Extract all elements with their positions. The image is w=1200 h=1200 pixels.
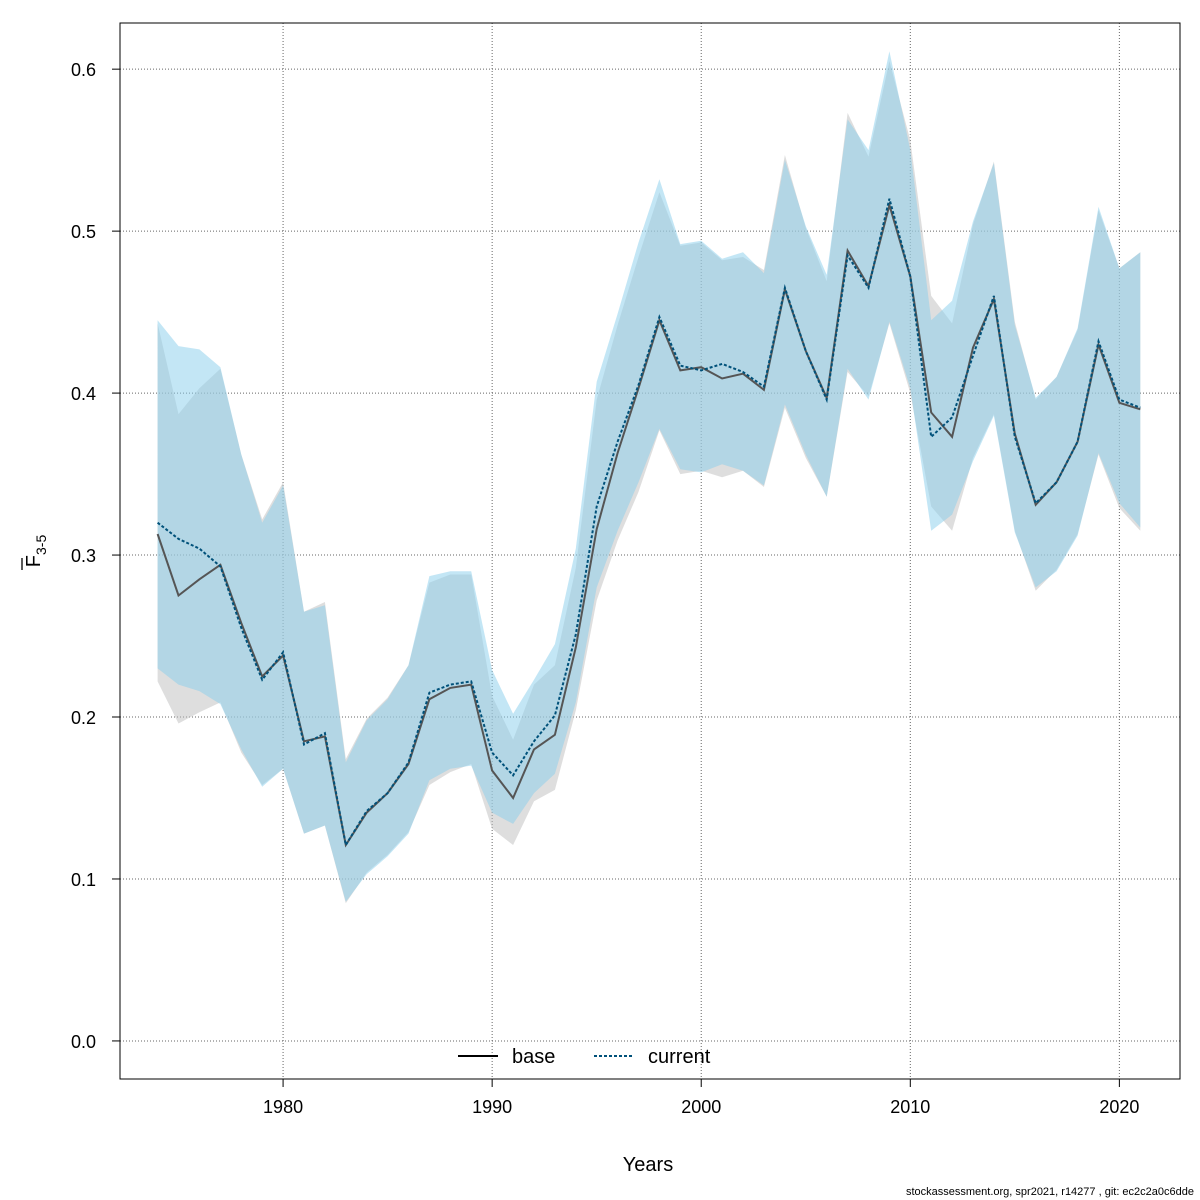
series-line-base bbox=[156, 201, 1141, 848]
confidence-band-current bbox=[157, 51, 1141, 902]
series-lines bbox=[156, 198, 1141, 848]
x-tick-label: 1980 bbox=[263, 1097, 303, 1117]
x-axis-label: Years bbox=[623, 1154, 673, 1176]
y-axis-label-subscript: 3-5 bbox=[33, 535, 49, 555]
x-tick-label: 2020 bbox=[1099, 1097, 1139, 1117]
y-tick-label: 0.1 bbox=[71, 870, 96, 890]
y-tick-label: 0.2 bbox=[71, 708, 96, 728]
x-axis: 1980 1990 2000 2010 2020 bbox=[263, 1079, 1139, 1117]
legend-label-current: current bbox=[648, 1046, 711, 1068]
y-tick-label: 0.6 bbox=[71, 60, 96, 80]
y-tick-label: 0.5 bbox=[71, 222, 96, 242]
y-tick-label: 0.3 bbox=[71, 546, 96, 566]
x-tick-label: 1990 bbox=[472, 1097, 512, 1117]
legend-label-base: base bbox=[512, 1046, 555, 1068]
confidence-bands bbox=[157, 51, 1141, 904]
y-tick-label: 0.0 bbox=[71, 1032, 96, 1052]
plot-frame bbox=[119, 22, 1181, 1080]
y-tick-label: 0.4 bbox=[71, 384, 96, 404]
footer-text: stockassessment.org, spr2021, r14277 , g… bbox=[905, 1186, 1194, 1198]
y-axis-label-main: F bbox=[23, 555, 45, 567]
x-tick-label: 2010 bbox=[890, 1097, 930, 1117]
y-axis: 0.0 0.1 0.2 0.3 0.4 0.5 0.6 bbox=[71, 60, 120, 1052]
svg-text:F3-5: F3-5 bbox=[23, 535, 49, 568]
x-tick-label: 2000 bbox=[681, 1097, 721, 1117]
y-axis-label: F3-5 bbox=[21, 535, 49, 570]
series-line-current bbox=[156, 198, 1141, 848]
legend: base current bbox=[458, 1046, 711, 1068]
